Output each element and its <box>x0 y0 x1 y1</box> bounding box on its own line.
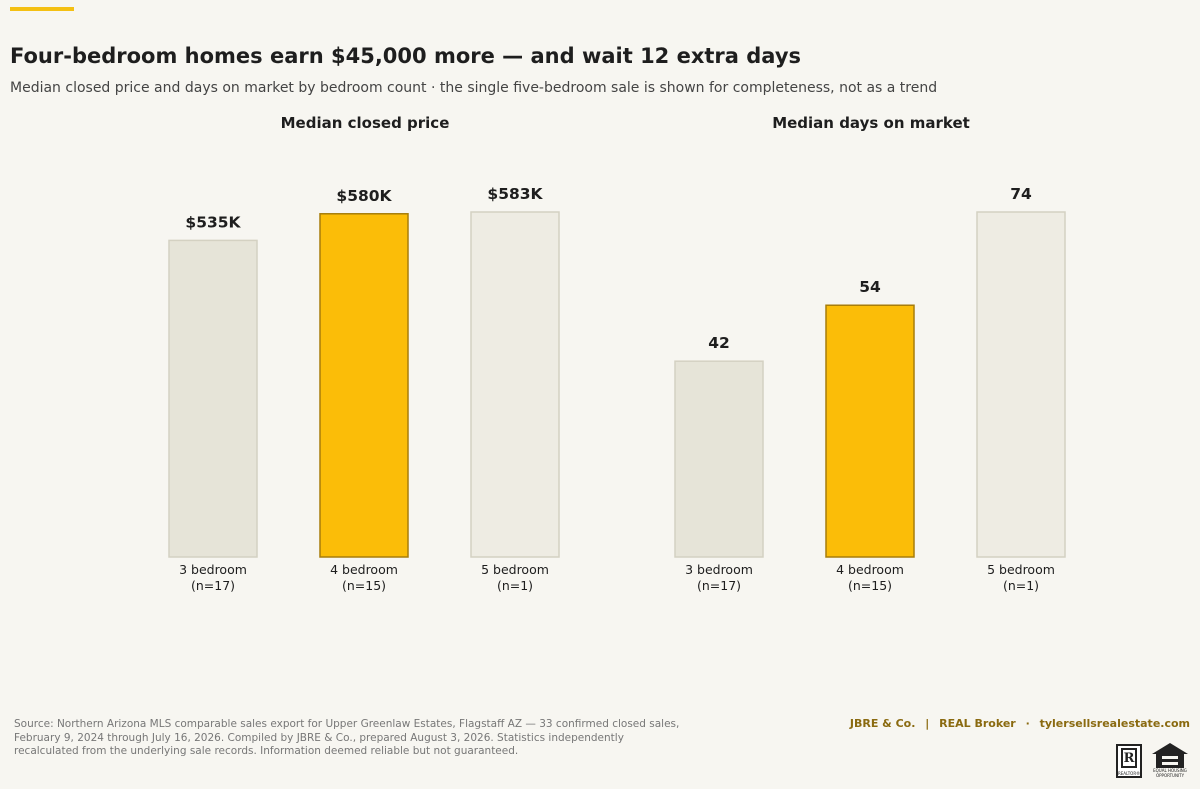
price-sample-size-label: (n=15) <box>342 578 386 593</box>
price-value-label: $535K <box>185 213 241 231</box>
days-category-label: 5 bedroom <box>987 562 1055 577</box>
price-panel-title: Median closed price <box>281 114 450 132</box>
days-category-label: 3 bedroom <box>685 562 753 577</box>
price-bar <box>470 211 560 558</box>
realtor-logo-text: REALTOR® <box>1118 771 1141 776</box>
days-bar <box>976 211 1066 558</box>
brokerage-name: REAL Broker <box>939 717 1016 730</box>
compliance-logos: R REALTOR® EQUAL HOUSING OPPORTUNITY <box>1116 742 1190 778</box>
brand-line: JBRE & Co. | REAL Broker · tylersellsrea… <box>850 717 1190 730</box>
price-value-label: $583K <box>487 185 543 203</box>
price-panel: Median closed price $535K 3 bedroom(n=17)… <box>168 114 560 593</box>
source-line: Source: Northern Arizona MLS comparable … <box>14 718 680 730</box>
price-value-label: $580K <box>336 187 392 205</box>
days-sample-size-label: (n=17) <box>697 578 741 593</box>
days-value-label: 42 <box>708 334 730 352</box>
realtor-logo-icon: R REALTOR® <box>1116 744 1142 778</box>
days-panel: Median days on market 42 3 bedroom(n=17) 5… <box>674 114 1066 593</box>
days-bar <box>674 360 764 558</box>
days-sample-size-label: (n=1) <box>1003 578 1039 593</box>
days-value-label: 74 <box>1010 185 1032 203</box>
equal-housing-house-icon <box>1152 743 1188 768</box>
price-category-label: 3 bedroom <box>179 562 247 577</box>
price-category-label: 4 bedroom <box>330 562 398 577</box>
source-note: Source: Northern Arizona MLS comparable … <box>14 718 734 759</box>
source-line: recalculated from the underlying sale re… <box>14 745 519 757</box>
realtor-logo-letter: R <box>1121 748 1137 768</box>
days-bars: 42 3 bedroom(n=17) 54 4 bedroom(n=15) 74 5 be… <box>674 185 1066 593</box>
brand-separator: | <box>925 717 930 730</box>
brand-name: JBRE & Co. <box>849 717 916 730</box>
source-line: February 9, 2024 through July 16, 2026. … <box>14 731 624 744</box>
days-bar <box>825 304 915 558</box>
brand-separator: · <box>1025 717 1030 730</box>
price-category-label: 5 bedroom <box>481 562 549 577</box>
days-sample-size-label: (n=15) <box>848 578 892 593</box>
days-panel-title: Median days on market <box>772 114 970 132</box>
chart-subhead: Median closed price and days on market b… <box>10 80 938 96</box>
price-sample-size-label: (n=17) <box>191 578 235 593</box>
equal-housing-logo-text: EQUAL HOUSING OPPORTUNITY <box>1153 768 1187 778</box>
price-bars: $535K 3 bedroom(n=17) $580K 4 bedroom(n=15)… <box>168 185 560 593</box>
price-bar <box>319 213 409 558</box>
accent-bar <box>10 7 74 11</box>
price-sample-size-label: (n=1) <box>497 578 533 593</box>
website-link[interactable]: tylersellsrealestate.com <box>1039 717 1190 730</box>
price-bar <box>168 239 258 558</box>
equal-housing-logo-icon: EQUAL HOUSING OPPORTUNITY <box>1150 742 1190 778</box>
chart-headline: Four-bedroom homes earn $45,000 more — a… <box>10 44 802 68</box>
days-category-label: 4 bedroom <box>836 562 904 577</box>
days-value-label: 54 <box>859 278 881 296</box>
